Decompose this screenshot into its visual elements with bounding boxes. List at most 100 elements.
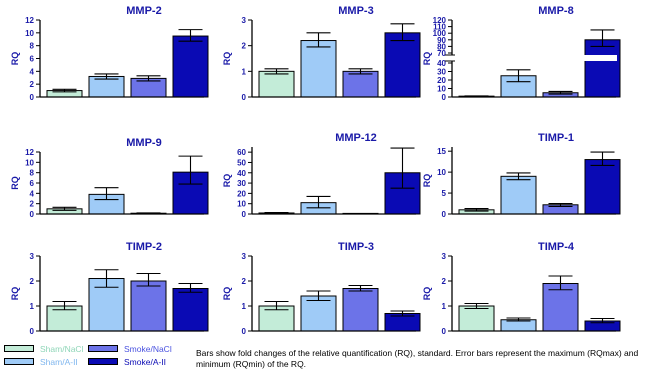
y-tick-label: 2 <box>30 80 35 89</box>
bar-sham-nacl <box>458 305 495 332</box>
chart-title-timp-4: TIMP-4 <box>538 241 575 253</box>
y-tick-label: 100 <box>433 29 447 38</box>
y-tick-label: 12 <box>25 16 34 25</box>
y-tick-label: 0 <box>242 327 247 336</box>
y-tick-label: 3 <box>242 252 247 261</box>
figure-caption: Bars show fold changes of the relative q… <box>196 348 639 369</box>
y-tick-label: 2 <box>442 277 447 286</box>
panel-mmp-3: MMP-3 RQ 0 1 2 3 <box>222 5 421 102</box>
panel-timp-3: TIMP-3 RQ 0 1 2 3 <box>222 241 421 336</box>
panel-timp-4: TIMP-4 RQ 0 1 2 3 <box>422 241 621 336</box>
y-tick-label: 3 <box>442 252 447 261</box>
y-axis-label: RQ <box>222 287 232 301</box>
y-tick-label: 20 <box>437 76 446 85</box>
y-tick-label: 2 <box>30 277 35 286</box>
y-tick-label: 20 <box>237 189 246 198</box>
y-tick-label: 0 <box>30 210 35 219</box>
chart-title-timp-1: TIMP-1 <box>538 132 574 144</box>
bar-sham-aii <box>300 295 337 332</box>
chart-title-mmp-9: MMP-9 <box>126 137 161 149</box>
legend-swatch-smoke-nacl <box>88 345 118 352</box>
y-tick-label: 0 <box>30 327 35 336</box>
y-tick-label: 1 <box>442 302 447 311</box>
y-tick-label: 0 <box>242 93 247 102</box>
y-tick-label: 1 <box>30 302 35 311</box>
y-axis-label: RQ <box>222 52 232 66</box>
chart-title-timp-2: TIMP-2 <box>126 241 162 253</box>
y-axis-label: RQ <box>422 52 432 66</box>
bar-smoke-aii <box>172 288 209 332</box>
y-tick-label: 10 <box>437 168 446 177</box>
y-tick-label: 8 <box>30 169 35 178</box>
y-tick-label: 0 <box>442 210 447 219</box>
y-tick-label: 40 <box>237 169 246 178</box>
y-tick-label: 30 <box>237 179 246 188</box>
bar-smoke-nacl <box>342 288 379 332</box>
y-tick-label: 70 <box>437 49 446 58</box>
legend-swatch-sham-aii <box>4 358 34 365</box>
chart-title-mmp-2: MMP-2 <box>126 5 161 17</box>
bar-sham-nacl <box>258 70 295 98</box>
y-tick-label: 120 <box>433 16 447 25</box>
y-tick-label: 60 <box>237 148 246 157</box>
y-tick-label: 10 <box>437 85 446 94</box>
bar-smoke-nacl <box>130 280 167 332</box>
y-tick-label: 0 <box>30 93 35 102</box>
panel-timp-1: TIMP-1 RQ 0 5 10 15 <box>422 132 621 219</box>
y-tick-label: 10 <box>25 158 34 167</box>
chart-title-timp-3: TIMP-3 <box>338 241 374 253</box>
bar-smoke-aii <box>384 32 421 98</box>
chart-title-mmp-8: MMP-8 <box>538 5 573 17</box>
y-tick-label: 3 <box>242 16 247 25</box>
legend-swatch-sham-nacl <box>4 345 34 352</box>
bar-smoke-nacl <box>342 70 379 98</box>
y-tick-label: 3 <box>30 252 35 261</box>
bar-smoke-aii <box>584 159 621 215</box>
y-axis-label: RQ <box>10 52 20 66</box>
y-tick-label: 30 <box>437 68 446 77</box>
y-axis-label: RQ <box>10 287 20 301</box>
y-tick-label: 6 <box>30 55 35 64</box>
legend-label-sham-nacl: Sham/NaCl <box>40 344 84 354</box>
y-tick-label: 10 <box>25 29 34 38</box>
y-tick-label: 5 <box>442 189 447 198</box>
y-tick-label: 4 <box>30 67 35 76</box>
y-tick-label: 40 <box>437 59 446 68</box>
y-tick-label: 2 <box>242 42 247 51</box>
y-tick-label: 50 <box>237 158 246 167</box>
legend-swatch-smoke-aii <box>88 358 118 365</box>
y-axis-label: RQ <box>10 176 20 190</box>
chart-title-mmp-3: MMP-3 <box>338 5 373 17</box>
panel-mmp-2: MMP-2 RQ 0 2 4 6 8 10 12 <box>10 5 209 102</box>
bar-smoke-aii <box>172 35 209 98</box>
y-tick-label: 0 <box>242 210 247 219</box>
y-tick-label: 2 <box>30 200 35 209</box>
y-tick-label: 0 <box>442 327 447 336</box>
legend-label-smoke-nacl: Smoke/NaCl <box>124 344 172 354</box>
bar-sham-aii <box>500 175 537 215</box>
y-tick-label: 2 <box>242 277 247 286</box>
y-tick-label: 1 <box>242 302 247 311</box>
bar-sham-aii <box>300 40 337 98</box>
axis-break-gap <box>447 55 617 61</box>
y-tick-label: 90 <box>437 36 446 45</box>
y-tick-label: 15 <box>437 147 446 156</box>
y-tick-label: 10 <box>237 200 246 209</box>
y-tick-label: 4 <box>30 189 35 198</box>
y-tick-label: 8 <box>30 42 35 51</box>
y-axis-label: RQ <box>422 174 432 188</box>
y-tick-label: 6 <box>30 179 35 188</box>
y-axis-label: RQ <box>222 174 232 188</box>
y-tick-label: 80 <box>437 42 446 51</box>
y-tick-label: 12 <box>25 148 34 157</box>
bar-smoke-nacl <box>542 283 579 332</box>
chart-title-mmp-12: MMP-12 <box>335 132 377 144</box>
legend-label-smoke-aii: Smoke/A-II <box>124 357 167 367</box>
y-tick-label: 0 <box>442 93 447 102</box>
legend-label-sham-aii: Sham/A-II <box>40 357 78 367</box>
y-tick-label: 110 <box>433 23 446 32</box>
